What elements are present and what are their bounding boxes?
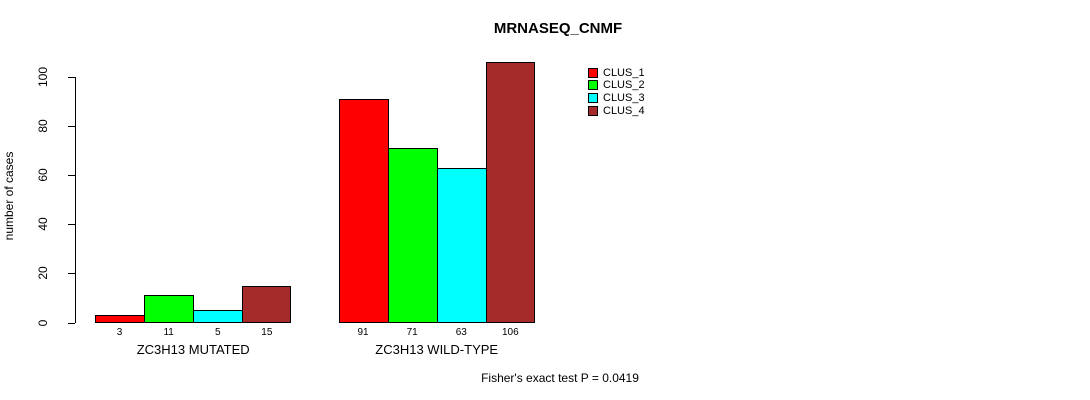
group-label-wild-type: ZC3H13 WILD-TYPE bbox=[375, 342, 499, 357]
y-tick-mark bbox=[68, 76, 75, 78]
bar-clus_3-mutated bbox=[193, 310, 244, 324]
y-tick-label: 40 bbox=[36, 217, 50, 231]
bar-clus_1-wild-type bbox=[338, 99, 389, 324]
legend-label-clus_2: CLUS_2 bbox=[603, 79, 645, 92]
bar-value-label: 91 bbox=[357, 327, 369, 338]
bar-value-label: 106 bbox=[502, 327, 519, 338]
bar-value-label: 71 bbox=[406, 327, 418, 338]
legend-swatch-clus_2 bbox=[588, 80, 598, 91]
legend-swatch-clus_1 bbox=[588, 67, 598, 78]
y-tick-mark bbox=[68, 273, 75, 275]
legend-label-clus_4: CLUS_4 bbox=[603, 104, 645, 117]
y-tick-label: 0 bbox=[36, 319, 50, 326]
bar-clus_2-mutated bbox=[144, 295, 195, 324]
legend-swatch-clus_4 bbox=[588, 105, 598, 116]
bar-value-label: 15 bbox=[261, 327, 273, 338]
bar-value-label: 5 bbox=[214, 327, 221, 338]
y-tick-label: 100 bbox=[36, 66, 50, 87]
bar-value-label: 3 bbox=[116, 327, 123, 338]
annotation-text: Fisher's exact test P = 0.0419 bbox=[481, 371, 639, 385]
y-axis-line bbox=[75, 77, 76, 323]
legend-label-clus_3: CLUS_3 bbox=[603, 91, 645, 104]
chart-title: MRNASEQ_CNMF bbox=[493, 20, 623, 37]
y-tick-mark bbox=[68, 175, 75, 177]
y-tick-mark bbox=[68, 126, 75, 128]
bar-clus_2-wild-type bbox=[387, 148, 438, 324]
bar-clus_4-wild-type bbox=[485, 62, 535, 324]
bar-clus_3-wild-type bbox=[436, 167, 487, 324]
legend-label-clus_1: CLUS_1 bbox=[603, 66, 645, 79]
y-tick-label: 80 bbox=[36, 119, 50, 133]
bar-value-label: 11 bbox=[163, 327, 174, 338]
y-tick-label: 60 bbox=[36, 168, 50, 182]
group-label-mutated: ZC3H13 MUTATED bbox=[136, 342, 250, 357]
bar-clus_1-mutated bbox=[95, 315, 146, 324]
bar-clus_4-mutated bbox=[242, 285, 292, 324]
bar-value-label: 63 bbox=[455, 327, 467, 338]
y-tick-label: 20 bbox=[36, 266, 50, 281]
y-tick-mark bbox=[68, 224, 75, 226]
legend-swatch-clus_3 bbox=[588, 92, 598, 103]
y-tick-mark bbox=[68, 322, 75, 324]
y-axis-label: number of cases bbox=[2, 151, 16, 241]
